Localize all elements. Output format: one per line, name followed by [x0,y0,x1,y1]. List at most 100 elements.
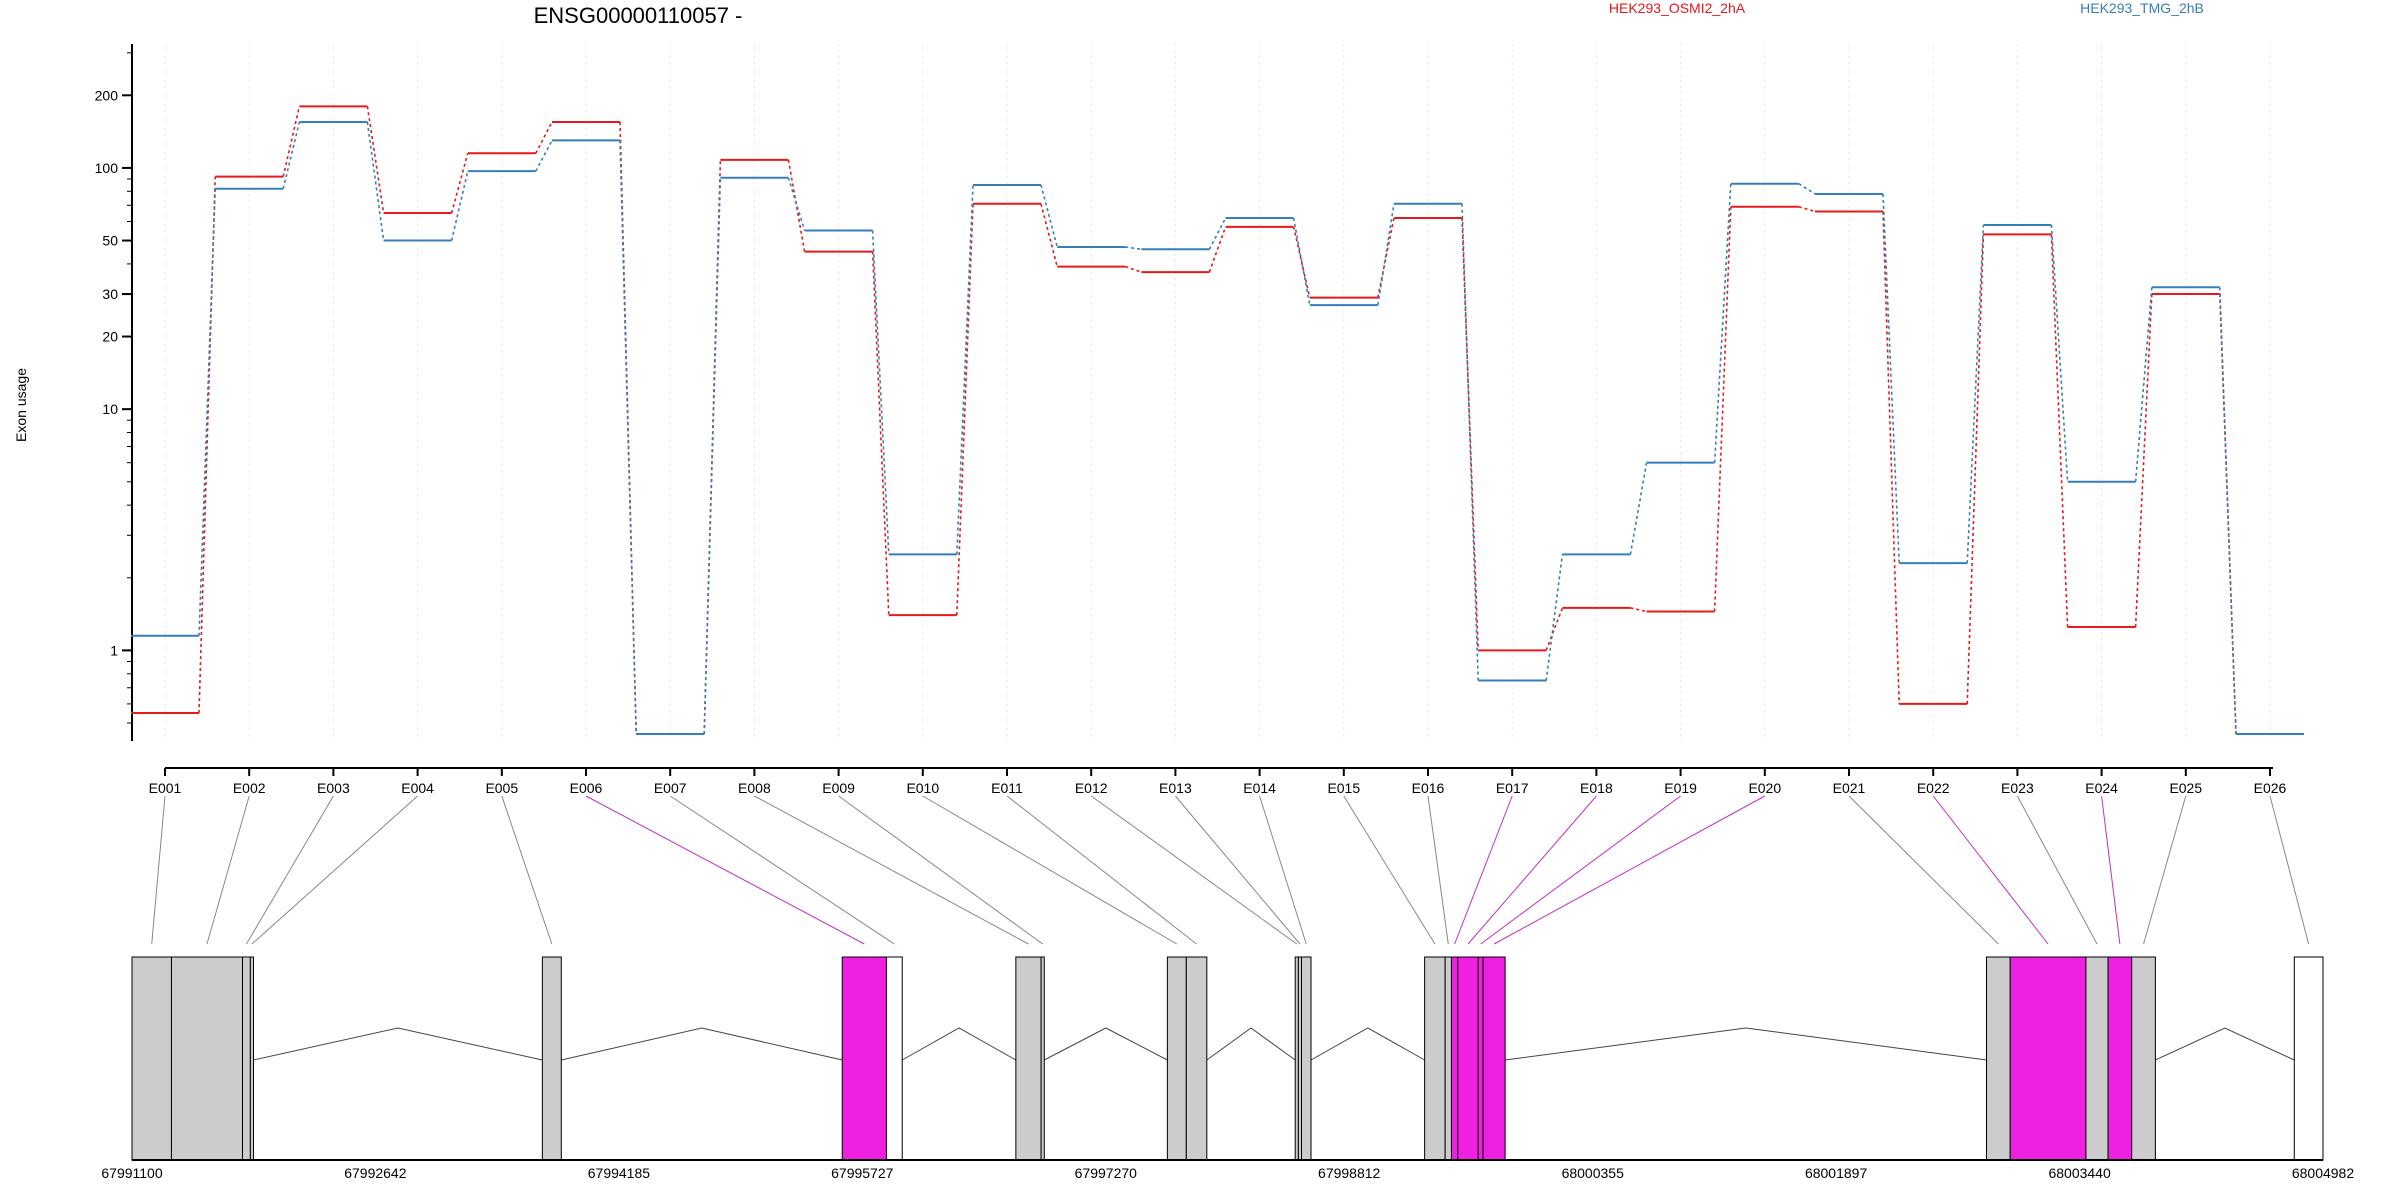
exon-E008 [1015,956,1042,1161]
y-axis-label: Exon usage [13,368,29,442]
x-tick-label: E012 [1075,780,1108,796]
coordinate-ticks: 67991100 67992642 67994185 67995727 67997270… [101,1165,2354,1181]
x-tick-label: E006 [570,780,603,796]
x-tick-label: E005 [485,780,518,796]
series-1-connector [1713,206,1732,612]
series-2-connector [1125,246,1142,251]
series-2-connector [1461,203,1479,681]
series-1-connector [1630,607,1647,613]
series-1-connector [1545,607,1564,651]
x-tick-label: E021 [1833,780,1866,796]
exon-connector [2101,795,2121,945]
exon-E017 [1450,956,1459,1161]
exon-connector [1006,795,1197,945]
x-tick-label: E019 [1664,780,1697,796]
exon-connector [151,795,166,945]
coordinate-tick-label: 68003440 [2048,1165,2111,1181]
series-1-connector [2134,294,2153,628]
series-1-connector [1124,265,1142,273]
intron [561,1027,843,1061]
series-1-connector [871,251,890,616]
exon-connector [922,795,1178,945]
series-2-connector [1966,224,1985,564]
exon-connector [1090,795,1298,945]
exon-connector [1343,795,1436,945]
intron [2155,1027,2295,1061]
series-2-connector [1713,183,1732,463]
y-tick-label: 10 [102,401,118,417]
exon-connector [1932,795,2049,945]
coordinate-tick-label: 67997270 [1075,1165,1138,1181]
series-2-connector [1377,203,1395,306]
exon-E023 [2085,956,2109,1161]
exon-E018 [1457,956,1479,1161]
y-tick-label: 50 [102,233,118,249]
series-2-connector [282,121,301,189]
series-1-connector [1798,206,1816,213]
series-2-connector [535,140,553,172]
x-tick-label: E004 [401,780,434,796]
coordinate-tick-label: 68000355 [1562,1165,1625,1181]
x-tick-label: E002 [233,780,266,796]
exon-connector [1493,795,1766,945]
gene-model-exons [131,956,2324,1161]
exon-E015 [1424,956,1446,1161]
series-2-connector [2050,224,2069,482]
y-tick-label: 100 [95,160,119,176]
x-tick-label: E008 [738,780,771,796]
x-tick-label: E007 [654,780,687,796]
exon-E007 [885,956,903,1161]
intron [1044,1027,1168,1061]
series-2-connector [2134,287,2153,482]
x-tick-label: E022 [1917,780,1950,796]
intron [1310,1027,1425,1061]
coordinate-tick-label: 67998812 [1318,1165,1381,1181]
exon-connector [1259,795,1307,945]
series-2-connector [1629,462,1648,555]
x-ticks: E001 E002 E003 E004 E005 E006 E007 E008 E009 E010… [149,768,2287,796]
exon-connector [1467,795,1597,945]
x-tick-label: E001 [149,780,182,796]
exon-E010 [1166,956,1187,1161]
exon-connector [245,795,334,945]
series-2-connector [1798,183,1816,195]
exon-E001 [131,956,172,1161]
coordinate-tick-label: 67995727 [831,1165,894,1181]
series-2-connector [787,177,806,231]
exon-E009 [1040,956,1045,1161]
coordinate-tick-label: 68004982 [2292,1165,2355,1181]
series-2-connector [2219,287,2237,735]
series-1-connector [1966,234,1985,704]
series-1 [131,105,2304,736]
y-ticks: 1 10 20 30 50 100 200 [95,52,132,724]
coordinate-tick-label: 67994185 [588,1165,651,1181]
series-1-connector [282,106,301,177]
exon-connector [1480,795,1681,945]
exon-E020 [1482,956,1506,1161]
legend-label-series-1: HEK293_OSMI2_2hA [1609,0,1746,16]
x-tick-label: E003 [317,780,350,796]
axes [131,44,2273,769]
coordinate-tick-label: 68001897 [1805,1165,1868,1181]
series-2-connector [956,184,974,555]
vertical-grid [164,44,2271,741]
series-2-connector [703,177,722,735]
exon-E026 [2293,956,2324,1161]
series-2-connector [1882,193,1900,564]
exon-E019 [1477,956,1484,1161]
coordinate-tick-label: 67992642 [344,1165,407,1181]
series-1-connector [1882,211,1900,704]
exon-connector [2143,795,2187,945]
exon-E003 [241,956,251,1161]
introns [253,1027,2295,1061]
exon-connector [1848,795,1999,945]
series-1-connector [787,159,806,252]
x-tick-label: E011 [991,780,1023,796]
exon-connector [206,795,250,945]
exon-connector [2016,795,2098,945]
x-tick-label: E016 [1412,780,1445,796]
exon-connector [1427,795,1449,945]
exon-connector [501,795,553,945]
x-tick-label: E020 [1748,780,1781,796]
x-tick-label: E009 [822,780,855,796]
